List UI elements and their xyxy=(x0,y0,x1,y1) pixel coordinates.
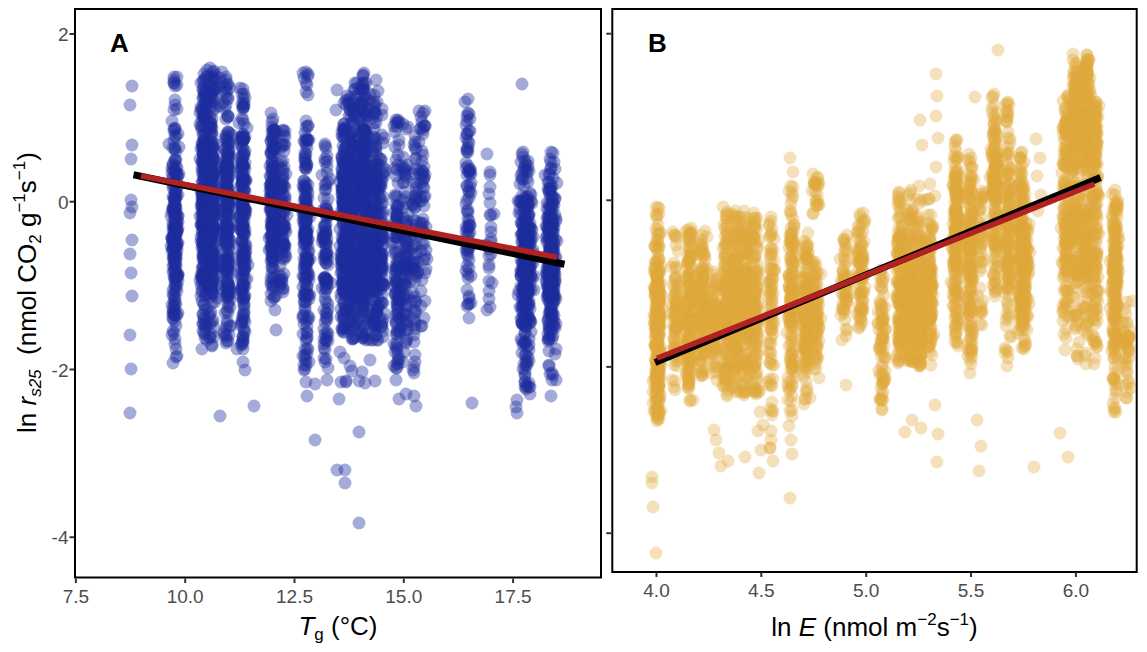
svg-text:12.5: 12.5 xyxy=(276,586,313,607)
svg-text:15.0: 15.0 xyxy=(385,586,422,607)
svg-text:-4: -4 xyxy=(52,527,69,548)
svg-text:5.5: 5.5 xyxy=(958,580,984,601)
svg-text:0: 0 xyxy=(58,192,69,213)
svg-text:10.0: 10.0 xyxy=(167,586,204,607)
svg-text:5.0: 5.0 xyxy=(853,580,879,601)
svg-text:A: A xyxy=(110,28,129,58)
svg-text:-2: -2 xyxy=(52,360,69,381)
svg-text:Tg (°C): Tg (°C) xyxy=(298,611,377,644)
svg-text:4.5: 4.5 xyxy=(748,580,774,601)
svg-text:2: 2 xyxy=(58,24,69,45)
svg-text:ln E (nmol m−2s−1): ln E (nmol m−2s−1) xyxy=(771,610,977,642)
svg-text:4.0: 4.0 xyxy=(643,580,669,601)
svg-text:17.5: 17.5 xyxy=(495,586,532,607)
svg-text:6.0: 6.0 xyxy=(1063,580,1089,601)
svg-text:B: B xyxy=(648,28,667,58)
svg-text:7.5: 7.5 xyxy=(63,586,89,607)
